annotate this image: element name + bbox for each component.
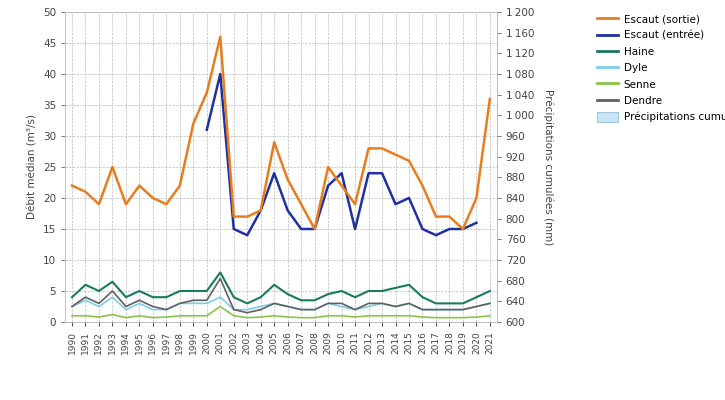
Legend: Escaut (sortie), Escaut (entrée), Haine, Dyle, Senne, Dendre, Précipitations cum: Escaut (sortie), Escaut (entrée), Haine,… <box>597 14 725 122</box>
Y-axis label: Précipitations cumulées (mm): Précipitations cumulées (mm) <box>543 89 554 245</box>
Y-axis label: Débit médian (m³/s): Débit médian (m³/s) <box>28 114 38 220</box>
